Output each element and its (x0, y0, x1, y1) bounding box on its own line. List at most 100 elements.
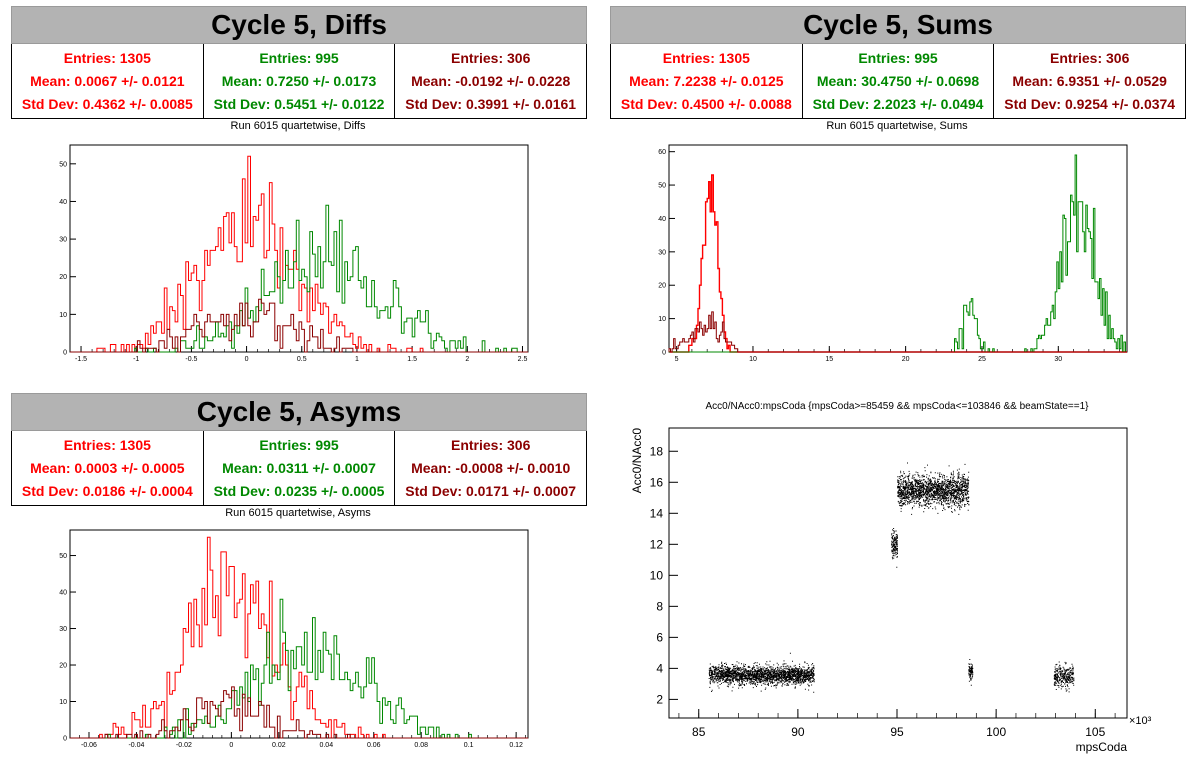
diffs-stats-dark: Entries: 306 Mean: -0.0192 +/- 0.0228 St… (395, 44, 586, 118)
stat-std: Std Dev: 0.4362 +/- 0.0085 (21, 96, 193, 113)
stat-std: Std Dev: 0.0186 +/- 0.0004 (21, 483, 193, 500)
stat-entries: Entries: 306 (450, 436, 531, 453)
x-tick-label: 2.5 (518, 356, 528, 363)
stat-entries: Entries: 306 (450, 49, 531, 66)
y-tick-label: 30 (59, 626, 67, 633)
x-tick-label: 20 (902, 356, 910, 363)
stat-entries: Entries: 1305 (63, 49, 151, 66)
y-tick-label: 18 (650, 444, 664, 458)
plot-frame (69, 144, 529, 353)
diffs-stats-box: Entries: 1305 Mean: 0.0067 +/- 0.0121 St… (11, 44, 587, 119)
asyms-title: Cycle 5, Asyms (11, 393, 587, 431)
x-tick-label: 100 (986, 725, 1006, 739)
histogram-series-dark (668, 311, 1127, 353)
y-tick-label: 6 (656, 630, 663, 644)
y-tick-label: 10 (650, 568, 664, 582)
stat-std: Std Dev: 0.9254 +/- 0.0374 (1004, 96, 1176, 113)
y-tick-label: 50 (59, 161, 67, 168)
y-tick-label: 30 (658, 249, 666, 256)
x-tick-label: -0.5 (185, 356, 197, 363)
stat-mean: Mean: 0.7250 +/- 0.0173 (221, 72, 377, 89)
asyms-stats-all: Entries: 1305 Mean: 0.0003 +/- 0.0005 St… (12, 431, 204, 505)
x-tick-label: -1 (133, 356, 139, 363)
histogram-series-green (70, 598, 528, 739)
x-tick-label: 90 (791, 725, 805, 739)
x-tick-label: 95 (890, 725, 904, 739)
scatter-points (708, 462, 1075, 693)
stat-entries: Entries: 995 (259, 49, 339, 66)
y-tick-label: 60 (658, 149, 666, 156)
y-tick-label: 20 (59, 274, 67, 281)
sums-stats-box: Entries: 1305 Mean: 7.2238 +/- 0.0125 St… (610, 44, 1186, 119)
histogram-series-dark (70, 686, 528, 739)
x-tick-label: 5 (675, 356, 679, 363)
sums-run-label: Run 6015 quartetwise, Sums (826, 120, 968, 132)
stat-mean: Mean: 0.0311 +/- 0.0007 (222, 459, 376, 476)
plot-frame (668, 144, 1128, 353)
scatter-title: Acc0/NAcc0:mpsCoda {mpsCoda>=85459 && mp… (705, 401, 1089, 412)
y-tick-label: 20 (59, 663, 67, 670)
histogram-series-dark (70, 298, 528, 353)
y-tick-label: 50 (658, 183, 666, 190)
stat-mean: Mean: -0.0008 +/- 0.0010 (411, 459, 571, 476)
diffs-stats-green: Entries: 995 Mean: 0.7250 +/- 0.0173 Std… (204, 44, 396, 118)
x-tick-label: -0.04 (128, 742, 144, 749)
x-tick-label: 105 (1085, 725, 1105, 739)
stat-entries: Entries: 306 (1049, 49, 1130, 66)
stat-entries: Entries: 1305 (662, 49, 750, 66)
stat-mean: Mean: 30.4750 +/- 0.0698 (816, 72, 980, 89)
x-tick-label: 1 (355, 356, 359, 363)
stat-std: Std Dev: 0.0235 +/- 0.0005 (213, 483, 385, 500)
x-tick-label: 0.5 (297, 356, 307, 363)
x-tick-label: 2 (465, 356, 469, 363)
histogram-series-all (70, 536, 528, 739)
x-tick-label: -0.06 (81, 742, 97, 749)
y-tick-label: 4 (656, 661, 663, 675)
stat-mean: Mean: 0.0003 +/- 0.0005 (30, 459, 185, 476)
sums-stats-green: Entries: 995 Mean: 30.4750 +/- 0.0698 St… (803, 44, 995, 118)
stat-entries: Entries: 995 (858, 49, 938, 66)
x-tick-label: 0.06 (367, 742, 381, 749)
y-tick-label: 40 (59, 590, 67, 597)
stat-std: Std Dev: 2.2023 +/- 0.0494 (812, 96, 984, 113)
sums-title: Cycle 5, Sums (610, 6, 1186, 44)
diffs-title: Cycle 5, Diffs (11, 6, 587, 44)
y-tick-label: 10 (59, 699, 67, 706)
stat-std: Std Dev: 0.3991 +/- 0.0161 (405, 96, 577, 113)
y-tick-label: 30 (59, 237, 67, 244)
x-tick-label: 10 (749, 356, 757, 363)
y-tick-label: 0 (63, 350, 67, 357)
y-tick-label: 16 (650, 475, 664, 489)
y-tick-label: 40 (658, 216, 666, 223)
y-tick-label: 0 (662, 350, 666, 357)
plot-frame (668, 427, 1128, 719)
stat-std: Std Dev: 0.4500 +/- 0.0088 (620, 96, 792, 113)
plot-frame (69, 529, 529, 739)
stat-std: Std Dev: 0.5451 +/- 0.0122 (213, 96, 385, 113)
x-tick-label: 0.08 (414, 742, 428, 749)
histogram-series-green (70, 204, 528, 353)
stat-entries: Entries: 995 (259, 436, 339, 453)
x-tick-label: 0.12 (509, 742, 523, 749)
x-tick-label: 0.04 (319, 742, 333, 749)
y-tick-label: 14 (650, 506, 664, 520)
y-tick-label: 12 (650, 537, 664, 551)
stat-entries: Entries: 1305 (63, 436, 151, 453)
x-tick-label: -0.02 (176, 742, 192, 749)
asyms-stats-box: Entries: 1305 Mean: 0.0003 +/- 0.0005 St… (11, 431, 587, 506)
x-tick-label: -1.5 (75, 356, 87, 363)
stat-mean: Mean: -0.0192 +/- 0.0228 (411, 72, 571, 89)
x-tick-label: 1.5 (407, 356, 417, 363)
sums-stats-dark: Entries: 306 Mean: 6.9351 +/- 0.0529 Std… (994, 44, 1185, 118)
y-tick-label: 10 (59, 312, 67, 319)
stat-mean: Mean: 0.0067 +/- 0.0121 (30, 72, 185, 89)
sums-stats-all: Entries: 1305 Mean: 7.2238 +/- 0.0125 St… (611, 44, 803, 118)
diffs-run-label: Run 6015 quartetwise, Diffs (230, 120, 366, 132)
stat-mean: Mean: 6.9351 +/- 0.0529 (1012, 72, 1167, 89)
stat-std: Std Dev: 0.0171 +/- 0.0007 (405, 483, 577, 500)
x-axis-exponent: ×10³ (1129, 715, 1152, 727)
x-tick-label: 85 (692, 725, 706, 739)
x-tick-label: 15 (825, 356, 833, 363)
x-axis-label: mpsCoda (1076, 740, 1128, 754)
